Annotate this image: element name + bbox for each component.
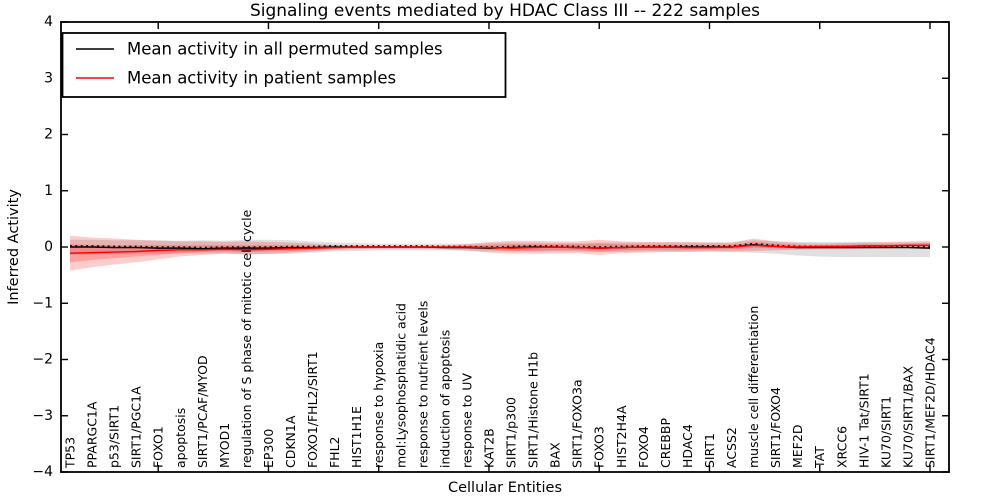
x-category-label: CDKN1A: [283, 415, 298, 468]
x-category-label: SIRT1/FOXO3a: [570, 379, 585, 468]
x-category-label: KAT2B: [481, 428, 496, 468]
x-category-label: SIRT1: [702, 433, 717, 468]
x-category-label: p53/SIRT1: [107, 405, 122, 468]
x-category-label: muscle cell differentiation: [746, 306, 761, 468]
x-category-label: SIRT1/PGC1A: [129, 386, 144, 468]
x-category-label: induction of apoptosis: [437, 330, 452, 468]
x-category-label: SIRT1/MEF2D/HDAC4: [923, 337, 938, 468]
legend-entry-label: Mean activity in all permuted samples: [127, 40, 443, 59]
x-category-label: response to nutrient levels: [415, 301, 430, 468]
y-tick-label: −3: [32, 408, 53, 424]
x-category-label: EP300: [261, 429, 276, 468]
x-category-label: FOXO1/FHL2/SIRT1: [305, 351, 320, 468]
x-category-label: MEF2D: [790, 425, 805, 468]
x-category-label: FOXO1: [151, 426, 166, 468]
x-category-label: XRCC6: [834, 426, 849, 468]
x-category-label: response to hypoxia: [371, 342, 386, 468]
x-category-label: HIST1H1E: [349, 406, 364, 468]
y-tick-label: 4: [44, 14, 53, 30]
x-category-label: SIRT1/PCAF/MYOD: [195, 355, 210, 468]
x-category-label: HIST2H4A: [614, 405, 629, 468]
x-category-label: HIV-1 Tat/SIRT1: [856, 373, 871, 468]
y-tick-label: −1: [32, 295, 53, 311]
x-category-label: mol:Lysophosphatidic acid: [393, 303, 408, 468]
x-category-label: FHL2: [327, 436, 342, 468]
x-category-label: response to UV: [459, 373, 474, 468]
band-patient-std-outer: [70, 235, 930, 271]
x-category-label: SIRT1/FOXO4: [768, 387, 783, 468]
chart-title: Signaling events mediated by HDAC Class …: [250, 1, 760, 21]
x-category-label: KU70/SIRT1/BAX: [900, 366, 915, 468]
legend-entry-label: Mean activity in patient samples: [127, 69, 396, 88]
x-category-label: CREBBP: [658, 418, 673, 468]
x-category-label: TP53: [63, 437, 78, 469]
x-category-label: BAX: [548, 442, 563, 468]
y-tick-label: 2: [44, 127, 53, 143]
y-tick-label: 3: [44, 70, 53, 86]
y-axis-label: Inferred Activity: [6, 189, 22, 305]
legend-box: [61, 32, 507, 98]
y-tick-label: 0: [44, 239, 53, 255]
x-category-label: SIRT1/p300: [504, 397, 519, 468]
x-category-label: FOXO4: [636, 426, 651, 468]
y-tick-label: −4: [32, 464, 53, 480]
x-category-label: MYOD1: [217, 423, 232, 468]
x-category-label: apoptosis: [173, 408, 188, 468]
x-category-label: KU70/SIRT1: [878, 396, 893, 468]
x-category-label: HDAC4: [680, 424, 695, 468]
x-category-label: PPARGC1A: [85, 401, 100, 468]
x-axis-label: Cellular Entities: [448, 480, 562, 496]
x-category-label: FOXO3: [592, 426, 607, 468]
series-patient-mean-line: [69, 244, 930, 254]
y-tick-label: −2: [32, 352, 53, 368]
x-category-label: TAT: [812, 446, 827, 469]
y-tick-label: 1: [44, 183, 53, 199]
x-category-label: ACSS2: [724, 427, 739, 468]
legend: Mean activity in all permuted samples Mea…: [61, 32, 507, 98]
x-category-label: SIRT1/Histone H1b: [526, 352, 541, 468]
x-category-label: regulation of S phase of mitotic cell cy…: [239, 209, 254, 468]
